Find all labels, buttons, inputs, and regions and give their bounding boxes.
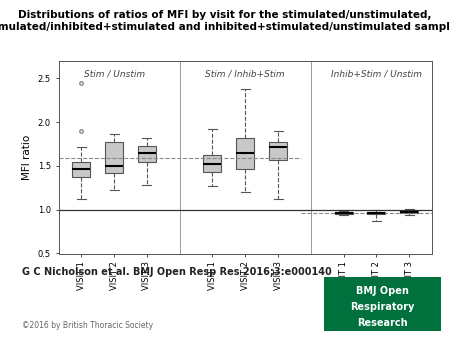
Text: Respiratory: Respiratory xyxy=(350,302,415,312)
Text: Inhib+Stim / Unstim: Inhib+Stim / Unstim xyxy=(331,70,422,79)
PathPatch shape xyxy=(367,212,385,214)
Text: BMJ Open: BMJ Open xyxy=(356,286,409,296)
Y-axis label: MFI ratio: MFI ratio xyxy=(22,135,32,180)
PathPatch shape xyxy=(72,162,90,177)
Text: Stim / Inhib+Stim: Stim / Inhib+Stim xyxy=(206,70,285,79)
Text: Stim / Unstim: Stim / Unstim xyxy=(84,70,145,79)
PathPatch shape xyxy=(203,155,221,172)
Text: Research: Research xyxy=(357,318,408,328)
PathPatch shape xyxy=(269,142,287,160)
Text: Distributions of ratios of MFI by visit for the stimulated/unstimulated,
stimula: Distributions of ratios of MFI by visit … xyxy=(0,10,450,32)
PathPatch shape xyxy=(138,146,156,162)
Text: ©2016 by British Thoracic Society: ©2016 by British Thoracic Society xyxy=(22,321,153,330)
PathPatch shape xyxy=(334,212,352,214)
PathPatch shape xyxy=(236,138,254,169)
Text: G C Nicholson et al. BMJ Open Resp Res 2016;3:e000140: G C Nicholson et al. BMJ Open Resp Res 2… xyxy=(22,267,332,277)
PathPatch shape xyxy=(400,211,418,213)
PathPatch shape xyxy=(105,142,123,173)
